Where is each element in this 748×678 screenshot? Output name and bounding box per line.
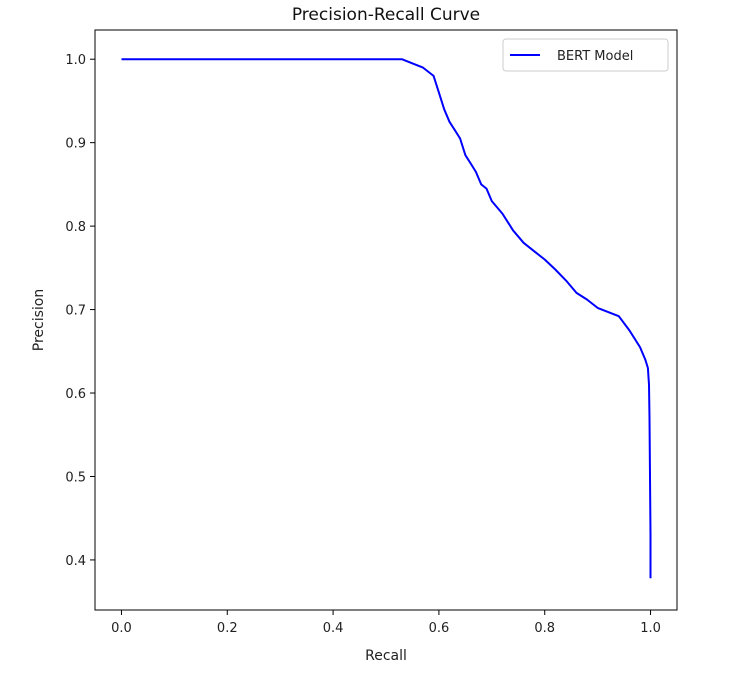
x-tick-label: 0.2 bbox=[217, 621, 238, 636]
y-tick-label: 0.4 bbox=[65, 554, 86, 569]
legend: BERT Model bbox=[502, 38, 669, 72]
y-tick-label: 0.5 bbox=[65, 470, 86, 485]
x-tick-label: 0.8 bbox=[534, 621, 555, 636]
legend-label: BERT Model bbox=[557, 49, 633, 64]
chart-title: Precision-Recall Curve bbox=[292, 5, 480, 25]
y-tick-label: 0.8 bbox=[65, 220, 86, 235]
x-tick-label: 0.0 bbox=[111, 621, 132, 636]
axes-frame bbox=[94, 29, 678, 611]
plot-area bbox=[121, 58, 652, 579]
x-axis-label: Recall bbox=[365, 648, 407, 664]
x-tick-label: 0.6 bbox=[429, 621, 450, 636]
y-tick-label: 1.0 bbox=[65, 53, 86, 68]
x-tick-label: 1.0 bbox=[640, 621, 661, 636]
y-tick-label: 0.6 bbox=[65, 387, 86, 402]
y-axis-label: Precision bbox=[31, 289, 47, 351]
y-axis: 0.4 0.5 0.6 0.7 0.8 0.9 1.0 bbox=[65, 53, 95, 569]
y-tick-label: 0.9 bbox=[65, 137, 86, 152]
series-line-bert-model bbox=[121, 58, 652, 579]
y-tick-label: 0.7 bbox=[65, 304, 86, 319]
x-tick-label: 0.4 bbox=[323, 621, 344, 636]
legend-box bbox=[502, 38, 669, 72]
x-axis: 0.0 0.2 0.4 0.6 0.8 1.0 bbox=[111, 610, 661, 636]
